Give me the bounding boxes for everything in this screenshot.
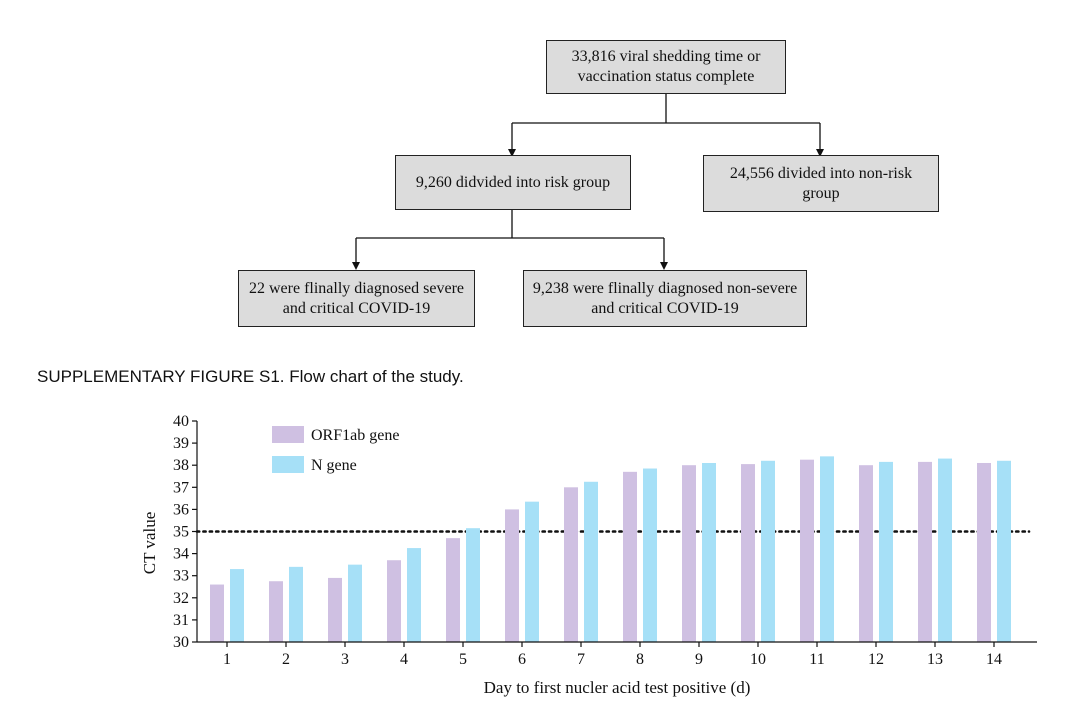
x-tick-label-3: 3: [341, 651, 349, 668]
bar-ngene-day-6: [525, 501, 539, 642]
y-tick-label-39: 39: [173, 435, 189, 452]
x-tick-label-12: 12: [868, 651, 884, 668]
x-tick-label-5: 5: [459, 651, 467, 668]
figure-caption: SUPPLEMENTARY FIGURE S1. Flow chart of t…: [37, 367, 464, 386]
y-tick-label-37: 37: [173, 479, 189, 496]
chart-legend: ORF1ab gene N gene: [272, 426, 399, 474]
x-tick-label-6: 6: [518, 651, 526, 668]
x-tick-label-8: 8: [636, 651, 644, 668]
flow-box-risk-group-text: 9,260 didvided into risk group: [415, 173, 611, 191]
x-tick-label-4: 4: [400, 651, 408, 668]
y-tick-label-30: 30: [173, 634, 189, 651]
bar-ngene-day-12: [879, 461, 893, 642]
legend-swatch-ngene: [272, 456, 304, 473]
bar-orf1ab-day-4: [387, 560, 401, 642]
x-tick-label-11: 11: [809, 651, 824, 668]
y-tick-label-40: 40: [173, 413, 189, 430]
bar-ngene-day-5: [466, 528, 480, 642]
x-tick-label-1: 1: [223, 651, 231, 668]
bar-orf1ab-day-10: [741, 464, 755, 642]
legend-swatch-orf1ab: [272, 426, 304, 443]
legend-label-ngene: N gene: [311, 457, 357, 474]
flow-box-nonrisk-group-text: 24,556 divided into non-risk group: [729, 164, 913, 202]
bar-ngene-day-14: [997, 460, 1011, 642]
bar-ngene-day-1: [230, 569, 244, 642]
bar-orf1ab-day-14: [977, 462, 991, 642]
flow-box-nonrisk-group: 24,556 divided into non-risk group: [703, 155, 939, 212]
legend-label-orf1ab: ORF1ab gene: [311, 427, 399, 444]
y-tick-label-38: 38: [173, 457, 189, 474]
flow-box-risk-group: 9,260 didvided into risk group: [395, 155, 631, 210]
bar-ngene-day-3: [348, 564, 362, 642]
bar-ngene-day-11: [820, 456, 834, 642]
flow-box-nonsevere: 9,238 were flinally diagnosed non-severe…: [523, 270, 807, 327]
x-tick-label-14: 14: [986, 651, 1002, 668]
bar-orf1ab-day-3: [328, 577, 342, 642]
x-tick-label-7: 7: [577, 651, 585, 668]
bar-orf1ab-day-2: [269, 581, 283, 642]
y-axis-title: CT value: [140, 512, 159, 574]
bar-orf1ab-day-12: [859, 465, 873, 642]
flow-box-severe-text: 22 were flinally diagnosed severe and cr…: [248, 279, 465, 317]
flow-box-total-text: 33,816 viral shedding time or vaccinatio…: [571, 48, 761, 85]
y-tick-label-31: 31: [173, 612, 189, 629]
bar-orf1ab-day-1: [210, 584, 224, 642]
y-tick-label-34: 34: [173, 546, 189, 563]
bar-ngene-day-4: [407, 548, 421, 642]
x-tick-label-2: 2: [282, 651, 290, 668]
bar-ngene-day-8: [643, 468, 657, 642]
bar-orf1ab-day-8: [623, 471, 637, 642]
x-tick-label-9: 9: [695, 651, 703, 668]
x-tick-label-10: 10: [750, 651, 766, 668]
flowchart-connectors: [352, 94, 824, 270]
bar-ngene-day-10: [761, 460, 775, 642]
flow-box-total: 33,816 viral shedding time or vaccinatio…: [546, 40, 786, 94]
y-tick-label-35: 35: [173, 524, 189, 541]
bar-orf1ab-day-11: [800, 459, 814, 642]
y-tick-label-32: 32: [173, 590, 189, 607]
bar-orf1ab-day-7: [564, 487, 578, 642]
bar-orf1ab-day-13: [918, 461, 932, 642]
y-tick-label-36: 36: [173, 501, 189, 518]
bar-ngene-day-2: [289, 566, 303, 642]
x-axis-title: Day to first nucler acid test positive (…: [484, 678, 751, 697]
flow-box-severe: 22 were flinally diagnosed severe and cr…: [238, 270, 475, 327]
x-tick-label-13: 13: [927, 651, 943, 668]
bar-orf1ab-day-5: [446, 538, 460, 642]
flow-box-nonsevere-text: 9,238 were flinally diagnosed non-severe…: [532, 279, 798, 317]
bar-ngene-day-7: [584, 481, 598, 642]
bar-orf1ab-day-6: [505, 509, 519, 642]
bar-ngene-day-13: [938, 458, 952, 642]
bar-ngene-day-9: [702, 462, 716, 642]
bar-orf1ab-day-9: [682, 465, 696, 642]
chart-bars-layer: [210, 456, 1011, 642]
y-tick-label-33: 33: [173, 568, 189, 585]
